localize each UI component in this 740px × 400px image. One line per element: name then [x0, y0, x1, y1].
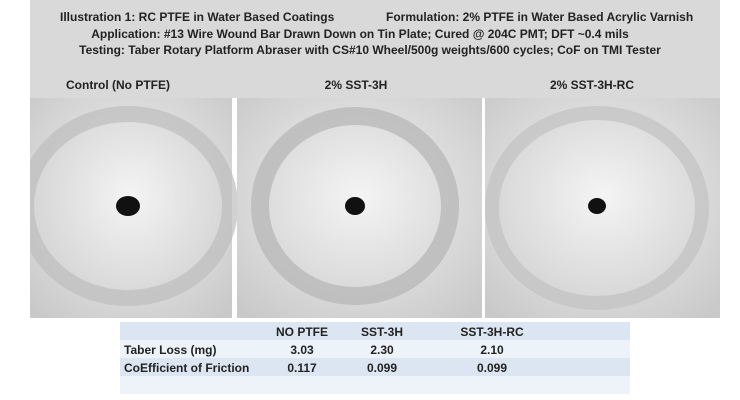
- photo-control: [30, 98, 238, 318]
- table-row: [120, 340, 630, 358]
- photo-sst3h: [237, 98, 482, 318]
- cell: 3.03: [290, 343, 314, 357]
- cell: 0.099: [476, 361, 508, 375]
- panel-label: Control (No PTFE): [66, 78, 170, 92]
- title-left: Illustration 1: RC PTFE in Water Based C…: [60, 10, 335, 24]
- row-label: CoEfficient of Friction: [124, 361, 250, 375]
- cell: 2.10: [480, 343, 504, 357]
- table-row: [120, 358, 630, 376]
- column-header: SST-3H: [360, 325, 404, 339]
- testing-line: Testing: Taber Rotary Platform Abraser w…: [79, 43, 661, 57]
- panel-label: 2% SST-3H: [324, 78, 388, 92]
- column-header: NO PTFE: [275, 325, 329, 339]
- cell: 2.30: [370, 343, 394, 357]
- panel-label: 2% SST-3H-RC: [549, 78, 635, 92]
- cell: 0.099: [366, 361, 398, 375]
- photos: [30, 98, 720, 318]
- photo-sst3h-rc: [485, 98, 720, 318]
- table-row: [120, 376, 630, 394]
- column-header: SST-3H-RC: [460, 325, 524, 339]
- title-right: Formulation: 2% PTFE in Water Based Acry…: [386, 10, 694, 24]
- cell: 0.117: [287, 361, 317, 375]
- application-line: Application: #13 Wire Wound Bar Drawn Do…: [91, 27, 629, 41]
- header-band: [30, 0, 720, 98]
- row-label: Taber Loss (mg): [124, 343, 217, 357]
- table-row: [120, 322, 630, 340]
